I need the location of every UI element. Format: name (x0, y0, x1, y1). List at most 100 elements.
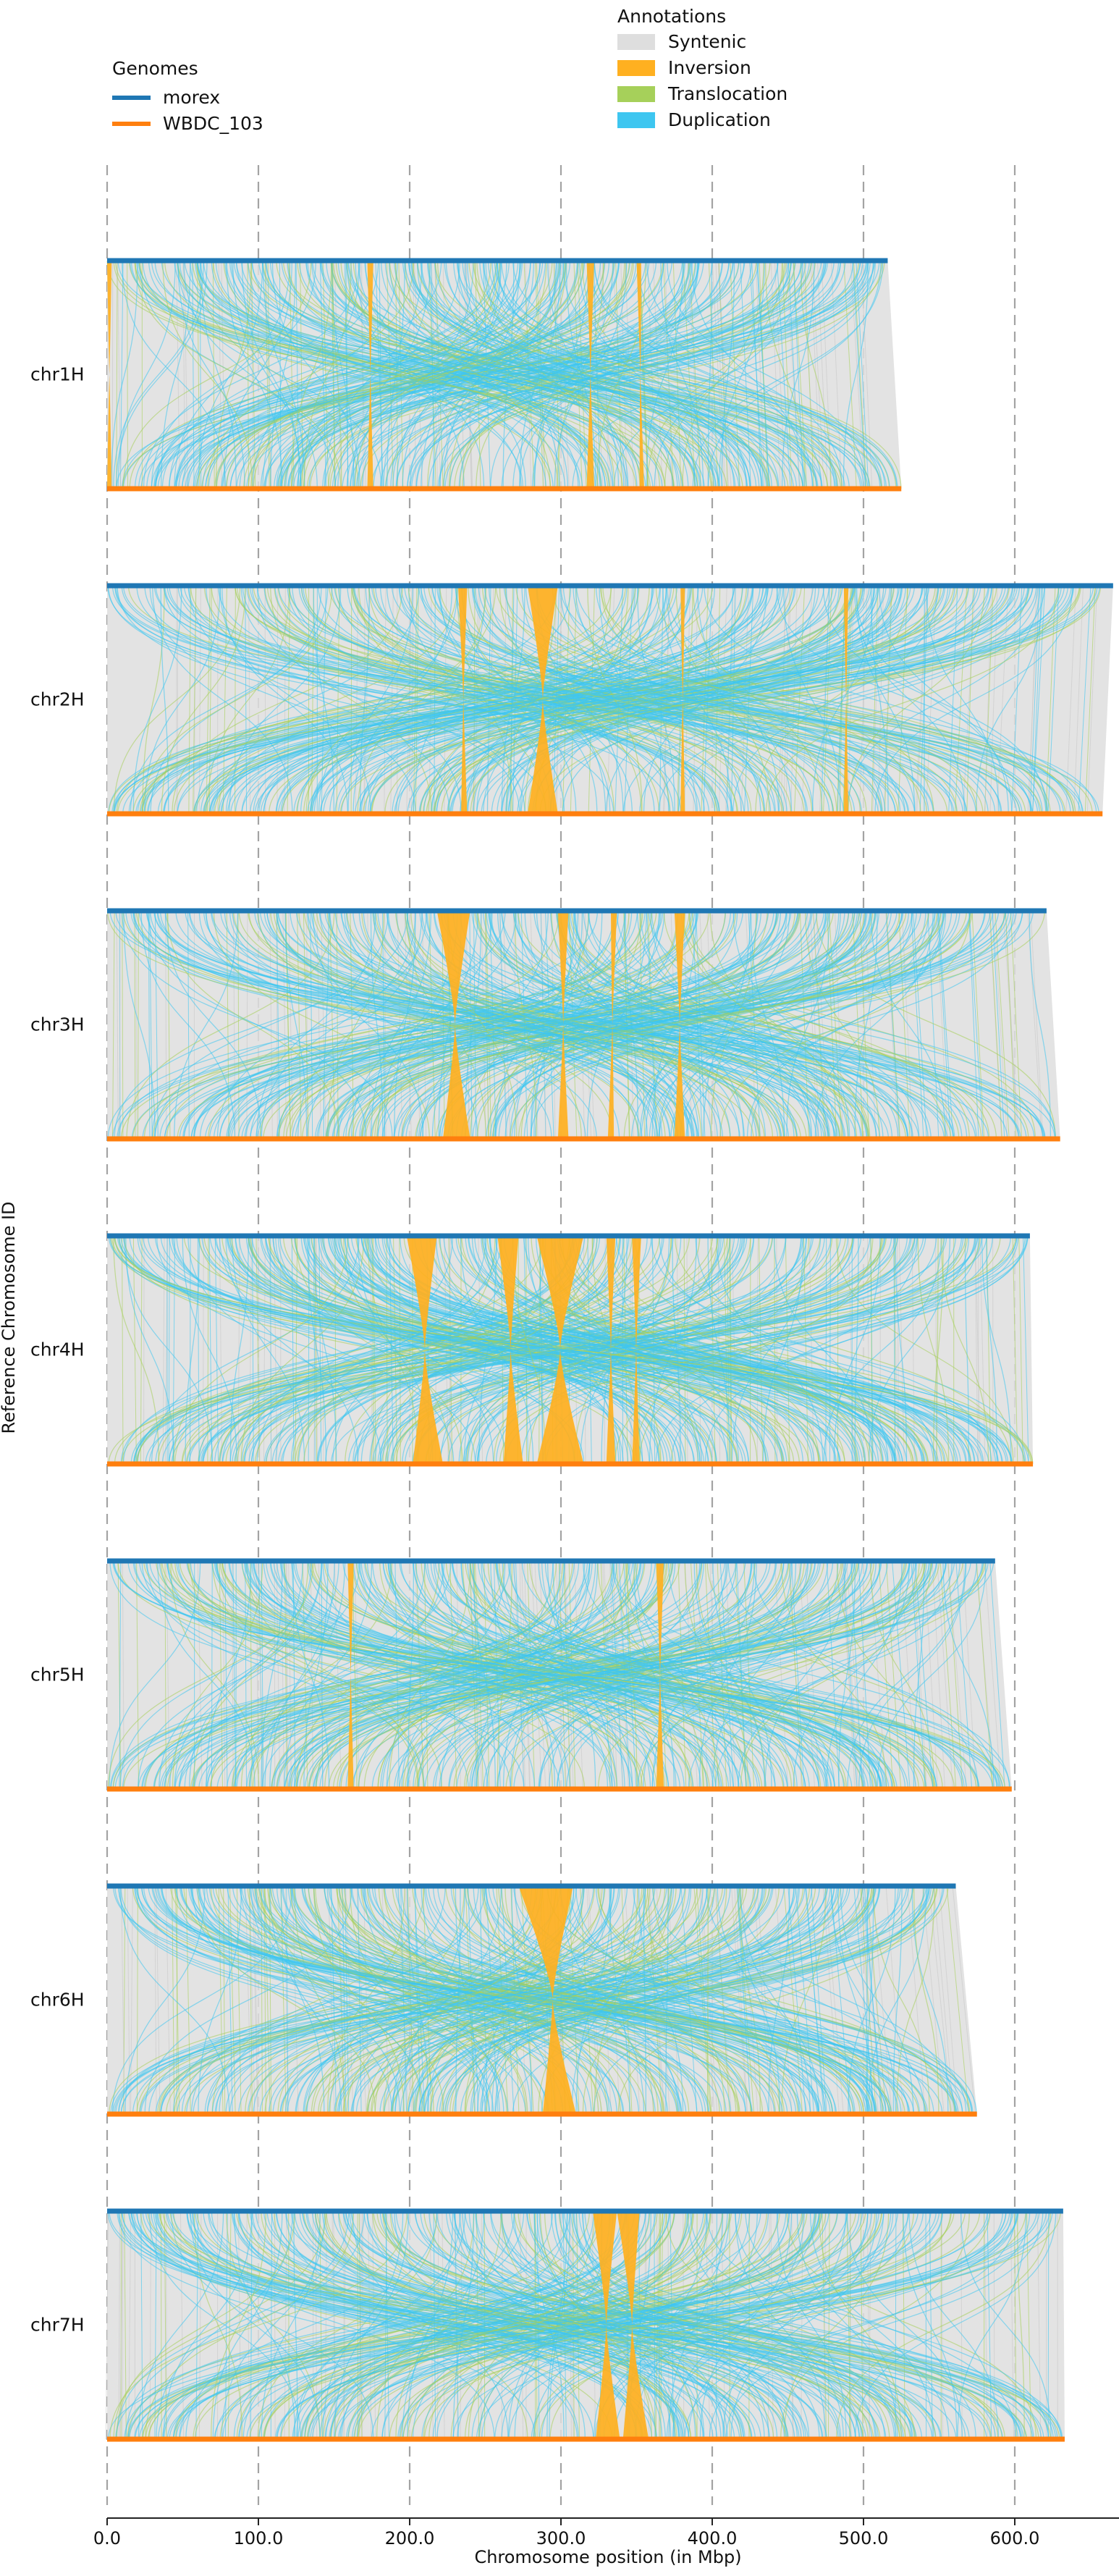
link (533, 910, 955, 1140)
inversion-1 (528, 586, 558, 814)
link (211, 1560, 877, 1790)
link (487, 260, 838, 489)
link (290, 1885, 507, 2115)
link (432, 1885, 807, 2115)
link (177, 260, 245, 489)
link (360, 1235, 999, 1465)
link (384, 585, 861, 815)
link (911, 910, 924, 1140)
link (481, 1560, 651, 1790)
link (896, 1885, 935, 2115)
link (470, 585, 842, 815)
link (342, 1885, 347, 2115)
link (223, 260, 292, 489)
link (787, 1885, 806, 2115)
link (846, 2210, 851, 2440)
link (124, 1235, 214, 1465)
link (755, 585, 908, 815)
link (557, 1560, 809, 1790)
link (477, 1885, 612, 2115)
link (284, 2210, 287, 2440)
link (411, 260, 854, 489)
link (468, 260, 843, 489)
link (329, 910, 336, 1140)
link (122, 1560, 124, 1790)
link (132, 585, 856, 815)
link (672, 1235, 682, 1465)
link (164, 1560, 166, 1790)
link (929, 2210, 933, 2440)
inversion-2 (536, 1236, 584, 1464)
link (300, 1235, 676, 1465)
legend-title: Annotations (617, 6, 726, 27)
link (855, 585, 1013, 815)
link (111, 585, 843, 815)
link (427, 260, 760, 489)
link (197, 1885, 376, 2115)
link (142, 585, 333, 815)
link (396, 260, 841, 489)
link (107, 2210, 789, 2440)
link (354, 260, 500, 489)
link (370, 1235, 1002, 1465)
link (495, 585, 1074, 815)
link (762, 1235, 804, 1465)
link (219, 910, 735, 1140)
link (193, 260, 646, 489)
link (306, 910, 517, 1140)
link (322, 1560, 536, 1790)
link (703, 910, 751, 1140)
link (477, 1235, 755, 1465)
link (113, 260, 204, 489)
link (141, 1885, 783, 2115)
x-tick-label: 300.0 (536, 2528, 586, 2548)
link (746, 910, 947, 1140)
link (321, 260, 823, 489)
link (402, 1560, 636, 1790)
link (366, 1885, 690, 2115)
link (250, 1885, 400, 2115)
link (462, 260, 807, 489)
link (113, 260, 666, 489)
link (866, 1885, 874, 2115)
link (594, 260, 822, 489)
link (248, 585, 251, 815)
genomes-legend: Genomes morex WBDC_103 (112, 58, 263, 134)
link (196, 585, 420, 815)
link (370, 1235, 373, 1465)
link (190, 1885, 479, 2115)
link (432, 1560, 863, 1790)
link (181, 1235, 719, 1465)
link (655, 585, 934, 815)
link (974, 1235, 979, 1465)
link (415, 1235, 812, 1465)
link (136, 1560, 140, 1790)
link (308, 1235, 769, 1465)
link (145, 1560, 625, 1790)
link (867, 1885, 927, 2115)
link (381, 910, 913, 1140)
link (1036, 2210, 1042, 2440)
link (312, 585, 685, 815)
link (853, 585, 966, 815)
inversion-0 (457, 586, 468, 814)
link (466, 585, 955, 815)
link (276, 1560, 281, 1790)
link (704, 585, 1047, 815)
link (275, 585, 814, 815)
link (415, 1885, 836, 2115)
link (357, 585, 487, 815)
link (263, 910, 881, 1140)
link (858, 1560, 967, 1790)
link (248, 1235, 914, 1465)
inversion-2 (680, 586, 685, 814)
link (284, 1560, 910, 1790)
link (853, 260, 867, 489)
link (848, 585, 985, 815)
link (292, 910, 818, 1140)
link (494, 260, 881, 489)
link (569, 1885, 826, 2115)
link (203, 585, 720, 815)
link (221, 260, 226, 489)
link (452, 2210, 475, 2440)
